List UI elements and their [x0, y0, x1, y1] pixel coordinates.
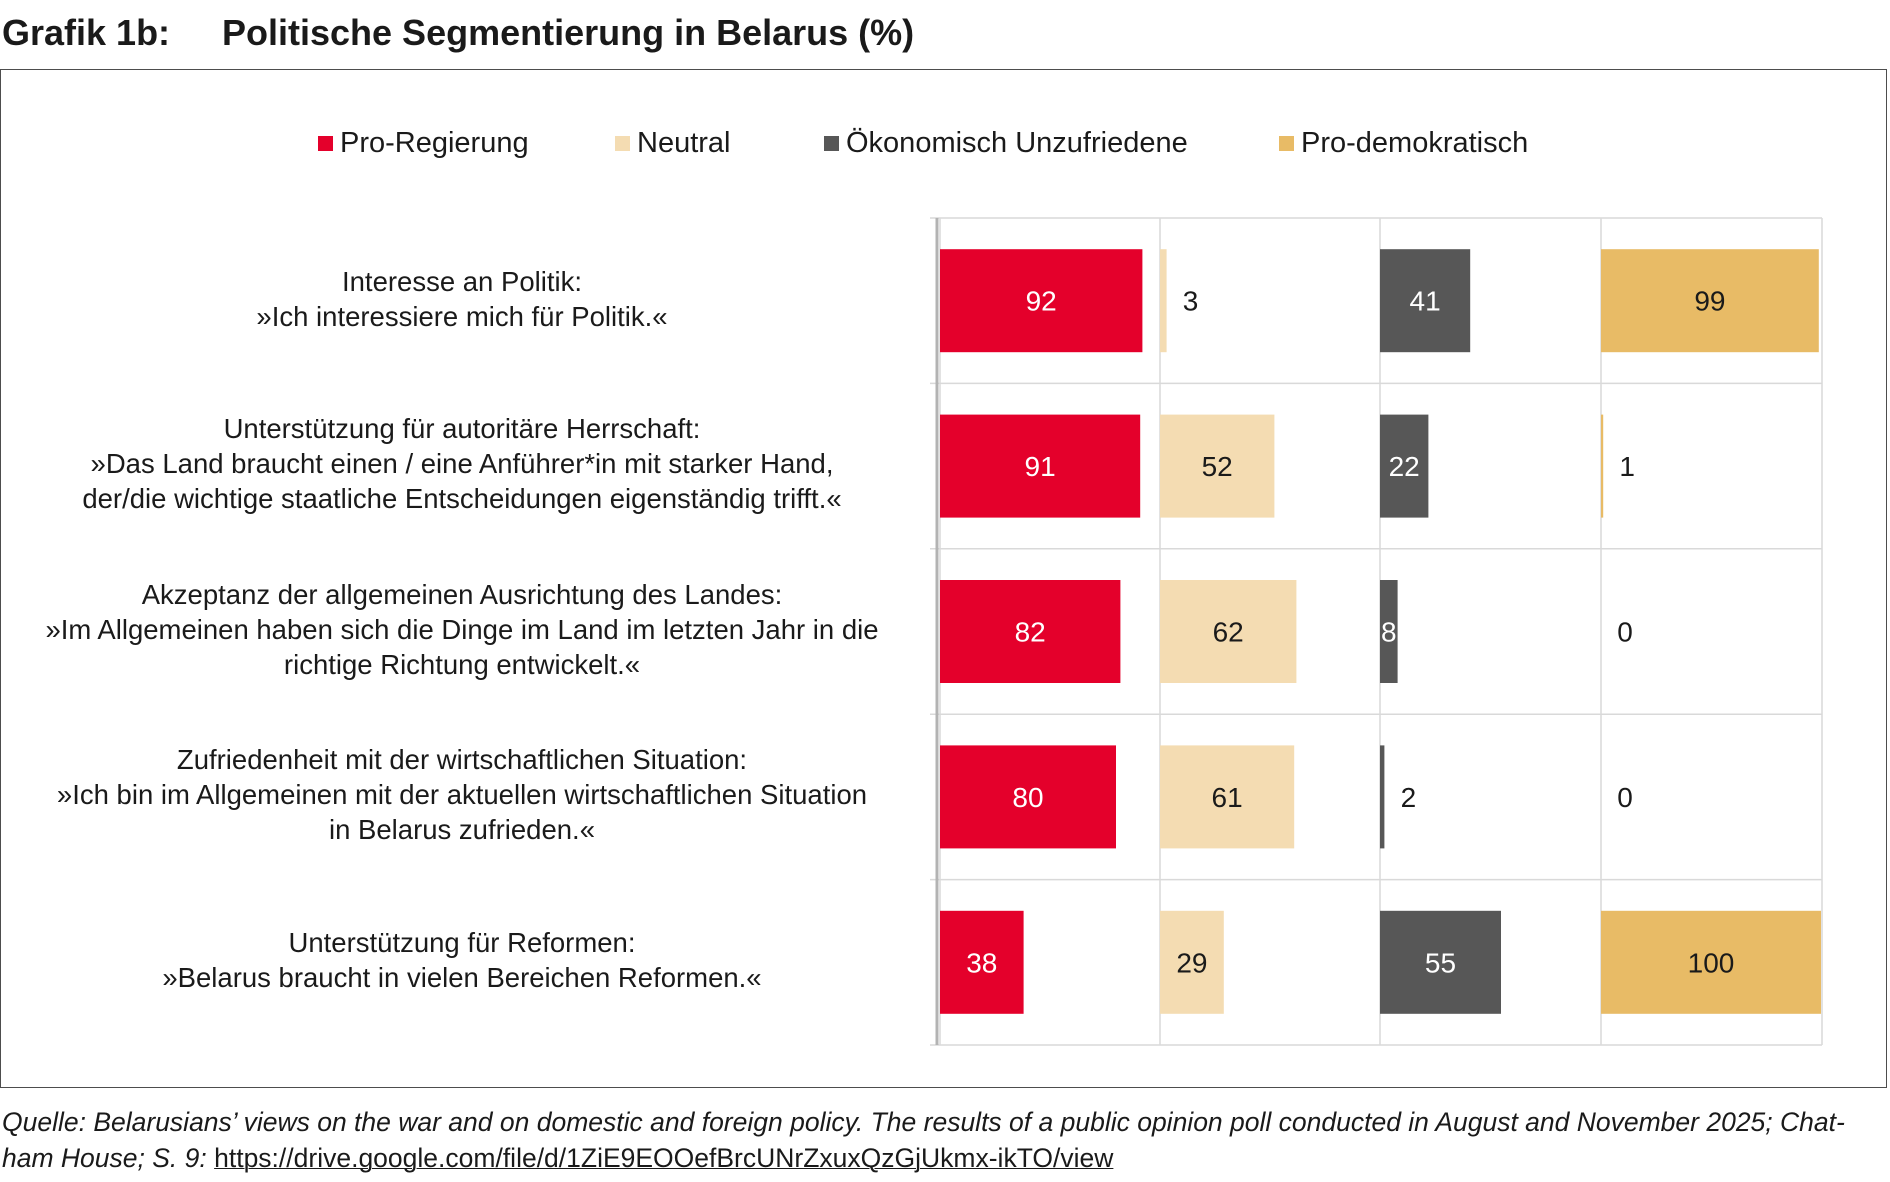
category-label-2-line1: Akzeptanz der allgemeinen Ausrichtung de… [141, 579, 783, 610]
source-link[interactable]: https://drive.google.com/file/d/1ZiE9EOO… [214, 1143, 1114, 1173]
data-label-1-1: 52 [1202, 451, 1233, 482]
legend-swatch-oekonomisch [824, 135, 839, 151]
legend-item-pro-demokratisch: Pro-demokratisch [1279, 118, 1528, 168]
bar-1-1 [1160, 414, 1275, 518]
bar-1-0 [1160, 249, 1167, 353]
legend-label-pro-regierung: Pro-Regierung [340, 126, 529, 159]
source-text: Quelle: Belarusians’ views on the war an… [2, 1107, 1845, 1173]
bar-1-3 [1160, 745, 1295, 849]
bar-0-3 [940, 745, 1116, 849]
data-label-0-3: 80 [1012, 782, 1043, 813]
bar-2-2 [1380, 580, 1398, 683]
data-label-2-4: 55 [1425, 947, 1456, 978]
category-label-2-line3: richtige Richtung entwickelt.« [283, 649, 641, 680]
data-label-1-2: 62 [1213, 617, 1244, 648]
figure-label: Grafik 1b: [2, 12, 171, 53]
category-label-0: Interesse an Politik: »Ich interessiere … [12, 264, 912, 334]
legend-swatch-pro-demokratisch [1279, 135, 1294, 151]
source-note: Quelle: Belarusians’ views on the war an… [2, 1104, 1886, 1176]
category-label-4-line1: Unterstützung für Reformen: [288, 927, 636, 958]
data-label-1-3: 61 [1212, 782, 1243, 813]
bar-2-1 [1380, 414, 1429, 518]
data-label-1-4: 29 [1176, 947, 1207, 978]
category-label-3-line2: »Ich bin im Allgemeinen mit der aktuelle… [56, 779, 868, 810]
data-label-3-0: 99 [1694, 286, 1725, 317]
category-label-3-line3: in Belarus zufrieden.« [329, 814, 595, 845]
data-label-2-1: 22 [1389, 451, 1420, 482]
category-label-2: Akzeptanz der allgemeinen Ausrichtung de… [12, 577, 912, 682]
legend-label-pro-demokratisch: Pro-demokratisch [1301, 126, 1529, 159]
legend-label-oekonomisch: Ökonomisch Unzufriedene [846, 126, 1188, 159]
legend-item-pro-regierung: Pro-Regierung [318, 118, 529, 168]
bar-0-0 [940, 249, 1143, 353]
data-label-2-2: 8 [1381, 617, 1397, 648]
legend-item-neutral: Neutral [615, 118, 731, 168]
bar-0-4 [940, 910, 1024, 1014]
data-label-0-1: 91 [1025, 451, 1056, 482]
category-label-1-line1: Unterstützung für autoritäre Herrschaft: [223, 413, 701, 444]
category-label-3: Zufriedenheit mit der wirtschaftlichen S… [12, 742, 912, 847]
bar-3-0 [1601, 249, 1819, 353]
legend-swatch-neutral [615, 135, 630, 151]
category-label-1-line2: »Das Land braucht einen / eine Anführer*… [90, 448, 834, 479]
data-label-3-1: 1 [1619, 451, 1635, 482]
data-label-2-0: 41 [1410, 286, 1441, 317]
data-label-3-4: 100 [1688, 947, 1735, 978]
data-label-3-2: 0 [1617, 617, 1633, 648]
bar-3-4 [1601, 910, 1821, 1014]
bar-2-4 [1380, 910, 1501, 1014]
category-label-1: Unterstützung für autoritäre Herrschaft:… [12, 411, 912, 516]
data-label-0-0: 92 [1026, 286, 1057, 317]
data-label-3-3: 0 [1617, 782, 1633, 813]
figure-title: Politische Segmentierung in Belarus (%) [222, 12, 915, 53]
bar-2-3 [1380, 745, 1385, 849]
bar-0-2 [940, 580, 1121, 683]
category-label-4: Unterstützung für Reformen: »Belarus bra… [12, 925, 912, 995]
category-label-0-line1: Interesse an Politik: [342, 266, 582, 297]
category-label-0-line2: »Ich interessiere mich für Politik.« [256, 301, 668, 332]
legend-label-neutral: Neutral [637, 126, 731, 159]
bar-1-4 [1160, 910, 1224, 1014]
category-label-3-line1: Zufriedenheit mit der wirtschaftlichen S… [176, 744, 748, 775]
bar-2-0 [1380, 249, 1471, 353]
category-label-4-line2: »Belarus braucht in vielen Bereichen Ref… [162, 962, 762, 993]
data-label-0-2: 82 [1015, 617, 1046, 648]
bar-3-1 [1601, 414, 1604, 518]
chart-legend: Pro-Regierung Neutral Ökonomisch Unzufri… [0, 118, 1890, 168]
legend-swatch-pro-regierung [318, 135, 333, 151]
legend-item-oekonomisch: Ökonomisch Unzufriedene [824, 118, 1188, 168]
category-label-1-line3: der/die wichtige staatliche Entscheidung… [82, 483, 842, 514]
chart-frame [0, 69, 1887, 1088]
bar-0-1 [940, 414, 1141, 518]
bar-1-2 [1160, 580, 1297, 683]
figure-header: Grafik 1b: Politische Segmentierung in B… [2, 8, 914, 58]
data-label-0-4: 38 [966, 947, 997, 978]
data-label-1-0: 3 [1183, 286, 1199, 317]
data-label-2-3: 2 [1401, 782, 1417, 813]
category-label-2-line2: »Im Allgemeinen haben sich die Dinge im … [45, 614, 879, 645]
